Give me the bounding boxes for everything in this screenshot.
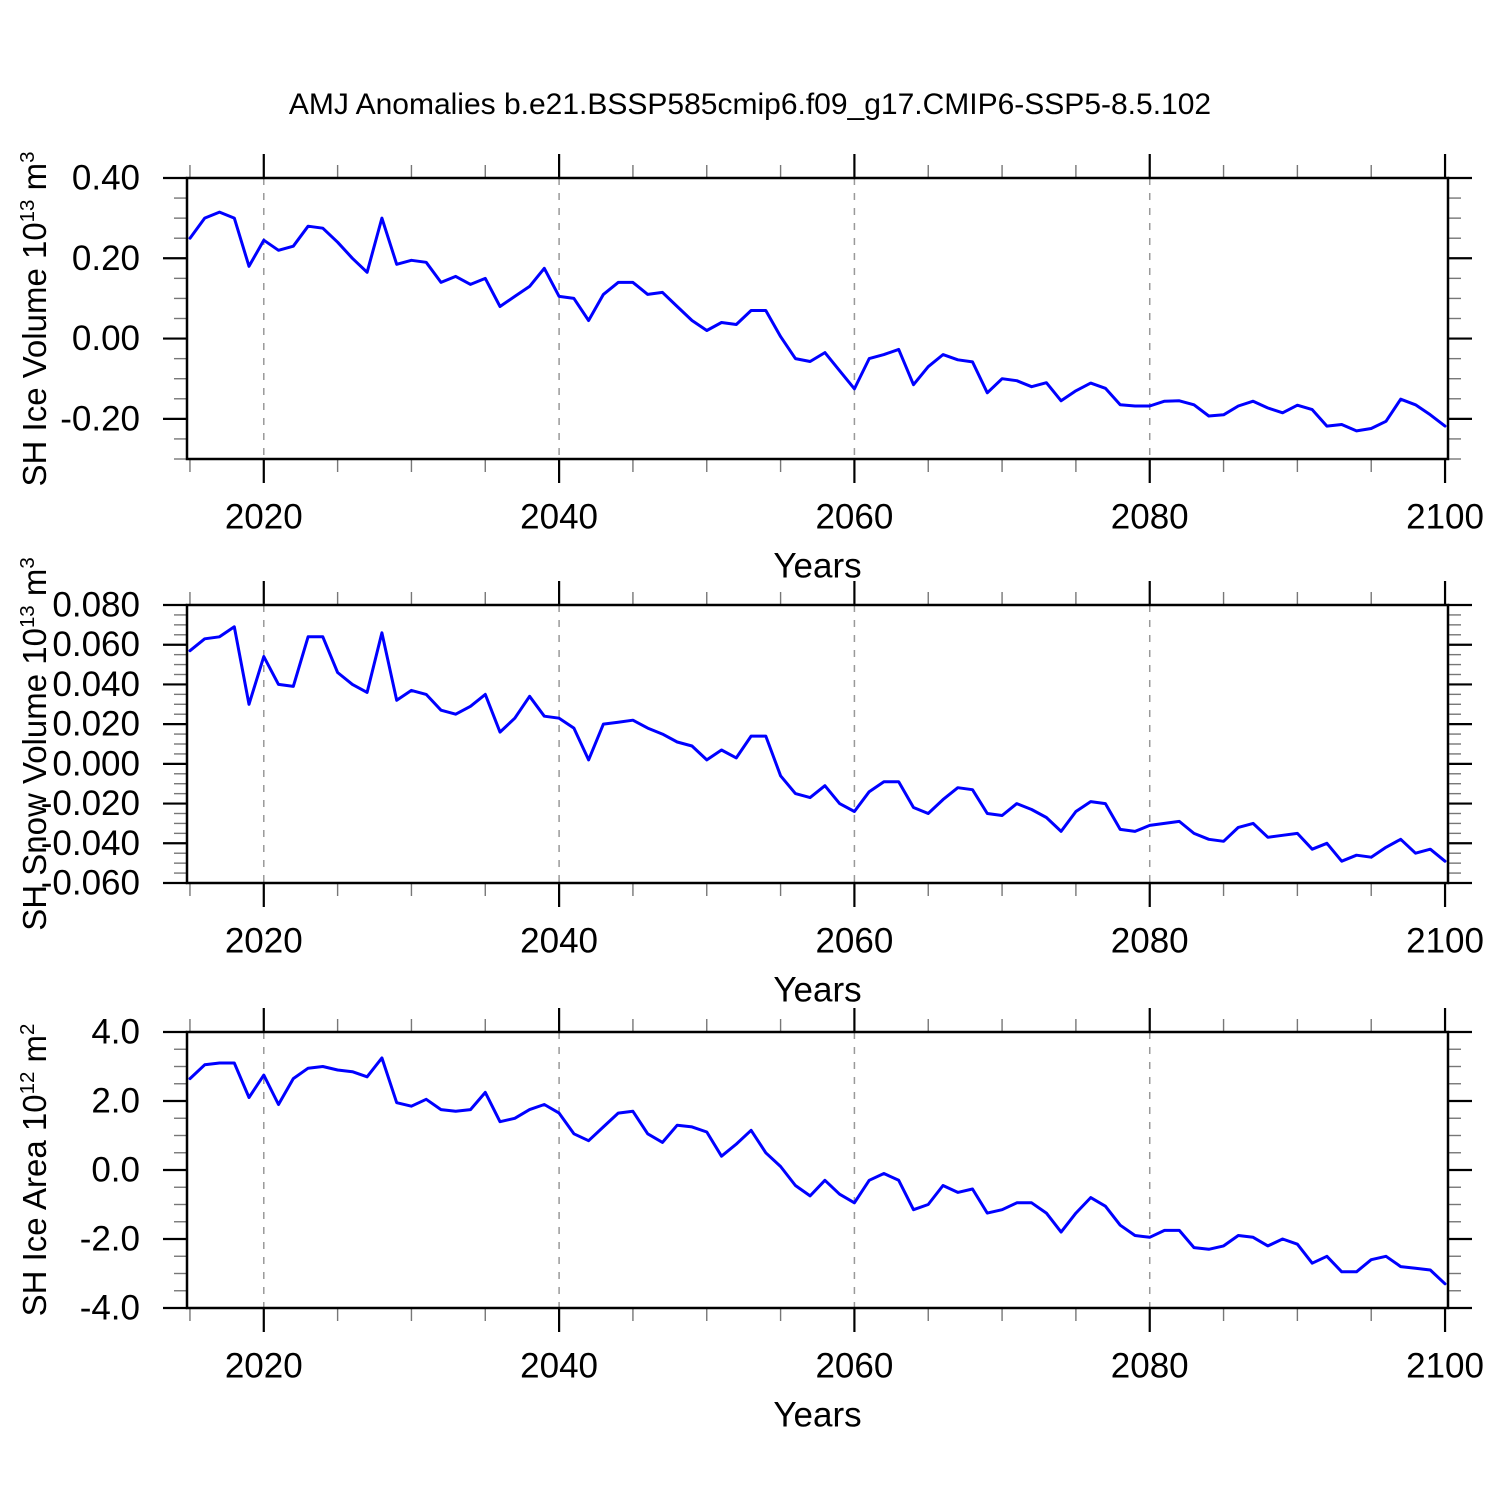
x-tick-label: 2040 (520, 922, 598, 961)
y-tick-label: 0.080 (52, 586, 140, 625)
axis-frame (185, 603, 1450, 885)
y-tick-label: -0.040 (41, 824, 140, 863)
y-tick-label: -0.20 (60, 399, 140, 438)
y-tick-label: -0.060 (41, 864, 140, 903)
y-tick-label: 2.0 (91, 1082, 140, 1121)
x-tick-label: 2020 (225, 498, 303, 537)
x-axis-title: Years (773, 971, 861, 1010)
x-axis-title: Years (773, 1396, 861, 1435)
x-tick-label: 2080 (1111, 498, 1189, 537)
y-tick-label: 0.20 (72, 239, 140, 278)
x-tick-label: 2020 (225, 1347, 303, 1386)
x-tick-label: 2100 (1406, 922, 1484, 961)
sh-ice-volume-line (188, 210, 1447, 433)
y-tick-label: 4.0 (91, 1013, 140, 1052)
y-tick-label: 0.00 (72, 319, 140, 358)
axis-frame (185, 1030, 1450, 1310)
x-tick-label: 2060 (815, 922, 893, 961)
x-tick-label: 2100 (1406, 498, 1484, 537)
x-tick-label: 2040 (520, 1347, 598, 1386)
y-tick-label: 0.0 (91, 1151, 140, 1190)
x-tick-label: 2040 (520, 498, 598, 537)
x-axis-title: Years (773, 547, 861, 586)
x-tick-label: 2020 (225, 922, 303, 961)
y-tick-label: 0.020 (52, 705, 140, 744)
page-title: AMJ Anomalies b.e21.BSSP585cmip6.f09_g17… (288, 88, 1212, 121)
sh-snow-volume-line (188, 625, 1447, 863)
y-tick-label: 0.000 (52, 744, 140, 783)
x-tick-label: 2080 (1111, 922, 1189, 961)
y-tick-label: -2.0 (80, 1220, 140, 1259)
x-tick-label: 2060 (815, 1347, 893, 1386)
y-tick-label: -4.0 (80, 1289, 140, 1328)
y-tick-label: 0.060 (52, 625, 140, 664)
y-tick-label: 0.40 (72, 159, 140, 198)
x-tick-label: 2100 (1406, 1347, 1484, 1386)
sh-ice-area-line (188, 1056, 1447, 1286)
x-tick-label: 2060 (815, 498, 893, 537)
y-tick-label: -0.020 (41, 784, 140, 823)
axis-frame (185, 176, 1450, 461)
y-tick-label: 0.040 (52, 665, 140, 704)
x-tick-label: 2080 (1111, 1347, 1189, 1386)
